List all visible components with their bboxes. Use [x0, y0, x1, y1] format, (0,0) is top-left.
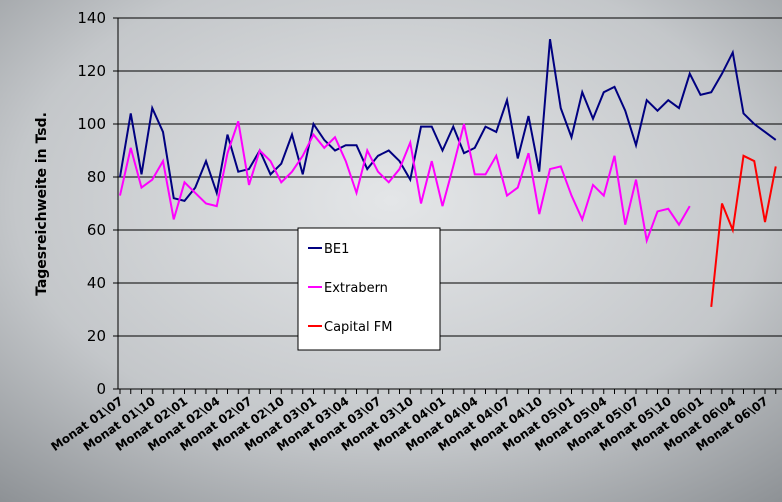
series-line [710, 154, 777, 307]
y-tick-label: 100 [77, 115, 106, 133]
y-tick-label: 80 [87, 168, 106, 186]
y-tick-label: 40 [87, 274, 106, 292]
legend-label: BE1 [324, 242, 349, 257]
series-line [119, 39, 777, 202]
legend-label: Extrabern [324, 281, 388, 296]
y-tick-label: 120 [77, 62, 106, 80]
series-line [119, 121, 691, 245]
legend-label: Capital FM [324, 320, 392, 335]
y-tick-label: 20 [87, 327, 106, 345]
y-axis-label: Tagesreichweite in Tsd. [34, 112, 50, 296]
plot [118, 17, 782, 337]
y-tick-label: 140 [77, 9, 106, 27]
y-tick-label: 60 [87, 221, 106, 239]
y-tick-label: 0 [96, 380, 106, 398]
